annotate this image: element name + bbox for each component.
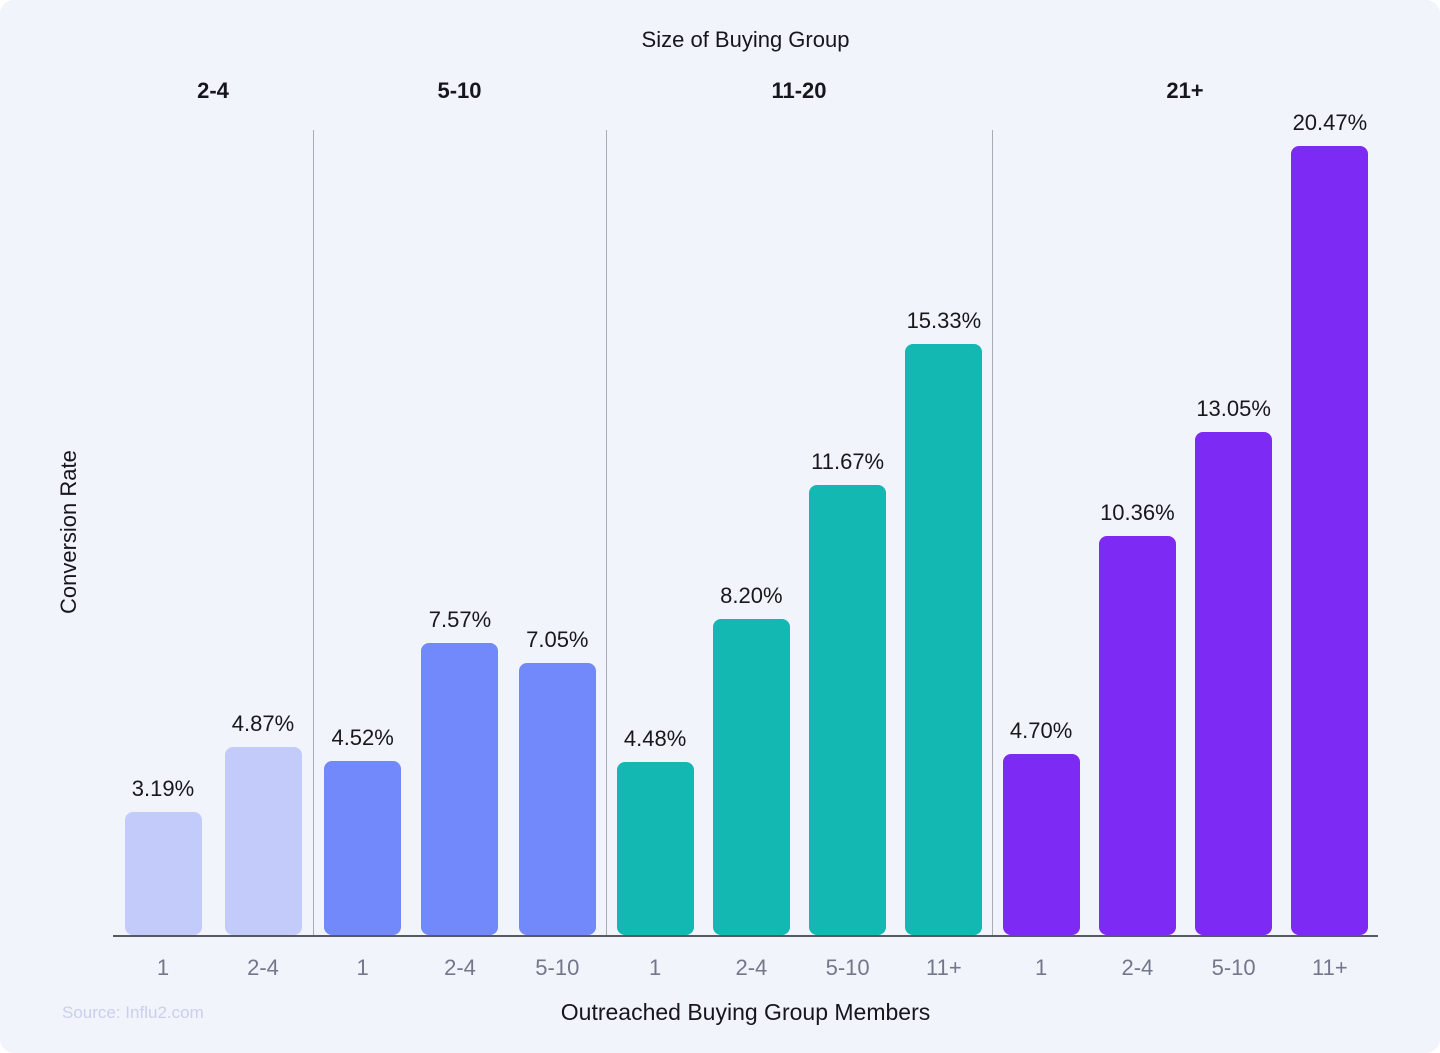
- bar-slot: 3.19% 1: [113, 130, 213, 980]
- x-tick-label: 2-4: [444, 955, 476, 980]
- bar-2-4-2-4: 4.87% 2-4: [224, 711, 302, 980]
- value-label: 7.57%: [428, 607, 492, 633]
- value-label: 4.52%: [331, 724, 394, 750]
- value-label: 4.70%: [1009, 717, 1073, 743]
- x-tick-label: 1: [649, 955, 662, 980]
- bar-5-10-5-10: 7.05% 5-10: [518, 627, 596, 980]
- bar-5-10-1: 4.52% 1: [324, 725, 402, 980]
- x-tick-label: 5-10: [1211, 955, 1256, 980]
- x-tick-label: 2-4: [247, 955, 279, 980]
- x-axis-label: Outreached Buying Group Members: [560, 999, 931, 1025]
- plot-area: 3.19% 1 4.87% 2-4 4.52% 1 7.57% 2-4 7.05% 5-10 4.4…: [113, 110, 1378, 980]
- x-tick-label: 5-10: [825, 955, 870, 980]
- bar-group-11-20: 4.48% 1 8.20% 2-4 11.67% 5-10 15.33% 11+: [606, 130, 992, 980]
- value-label: 4.48%: [623, 726, 687, 752]
- bar-slot: 4.70% 1: [993, 130, 1089, 980]
- x-tick-label: 11+: [1312, 955, 1348, 980]
- value-label: 3.19%: [131, 776, 195, 801]
- x-tick-label: 1: [1035, 955, 1048, 980]
- bar-21+-2-4: 10.36% 2-4: [1098, 500, 1176, 980]
- bar-11-20-1: 4.48% 1: [616, 726, 694, 980]
- bar-slot: 4.87% 2-4: [213, 130, 313, 980]
- bar-group-2-4: 3.19% 1 4.87% 2-4: [113, 130, 313, 980]
- value-label: 10.36%: [1100, 499, 1175, 525]
- chart-title: Size of Buying Group: [641, 27, 850, 52]
- bar-slot: 7.57% 2-4: [411, 130, 508, 980]
- bar-21+-1: 4.70% 1: [1002, 718, 1080, 980]
- bar-group-5-10: 4.52% 1 7.57% 2-4 7.05% 5-10: [313, 130, 606, 980]
- group-header-11-20: 11-20: [771, 78, 827, 103]
- bar-11-20-11+: 15.33% 11+: [905, 308, 983, 980]
- bar-slot: 8.20% 2-4: [703, 130, 799, 980]
- bar-11-20-5-10: 11.67% 5-10: [809, 449, 887, 980]
- value-label: 4.87%: [231, 711, 295, 737]
- bar-21+-5-10: 13.05% 5-10: [1195, 396, 1273, 980]
- bar-5-10-2-4: 7.57% 2-4: [421, 607, 499, 980]
- group-header-row: 2-4 5-10 11-20 21+: [113, 78, 1378, 104]
- value-label: 11.67%: [811, 449, 885, 475]
- value-label: 7.05%: [526, 627, 589, 653]
- bar-21+-11+: 20.47% 11+: [1291, 110, 1369, 980]
- value-label: 8.20%: [720, 582, 783, 608]
- bar-2-4-1: 3.19% 1: [124, 776, 202, 980]
- value-label: 20.47%: [1292, 110, 1368, 135]
- x-tick-label: 1: [156, 955, 170, 980]
- source-attribution: Source: Influ2.com: [62, 1003, 204, 1022]
- x-tick-label: 1: [356, 955, 369, 980]
- bar-slot: 4.48% 1: [607, 130, 703, 980]
- bar-11-20-2-4: 8.20% 2-4: [712, 583, 790, 980]
- bar-group-21+: 4.70% 1 10.36% 2-4 13.05% 5-10 20.47% 11+: [992, 110, 1378, 980]
- bar-slot: 10.36% 2-4: [1089, 130, 1185, 980]
- y-axis-label: Conversion Rate: [56, 450, 81, 615]
- bar-slot: 11.67% 5-10: [800, 130, 896, 980]
- bar-slot: 7.05% 5-10: [509, 130, 606, 980]
- x-tick-label: 5-10: [535, 955, 580, 980]
- group-header-21+: 21+: [1166, 78, 1204, 103]
- x-tick-label: 11+: [926, 955, 962, 980]
- bar-slot: 15.33% 11+: [896, 130, 992, 980]
- value-label: 13.05%: [1196, 396, 1271, 421]
- group-header-5-10: 5-10: [437, 78, 482, 103]
- bar-slot: 20.47% 11+: [1282, 110, 1378, 980]
- bar-slot: 13.05% 5-10: [1186, 130, 1282, 980]
- group-header-2-4: 2-4: [197, 78, 229, 103]
- x-tick-label: 2-4: [1121, 955, 1154, 980]
- x-tick-label: 2-4: [735, 955, 768, 980]
- value-label: 15.33%: [906, 308, 982, 334]
- bar-slot: 4.52% 1: [314, 130, 411, 980]
